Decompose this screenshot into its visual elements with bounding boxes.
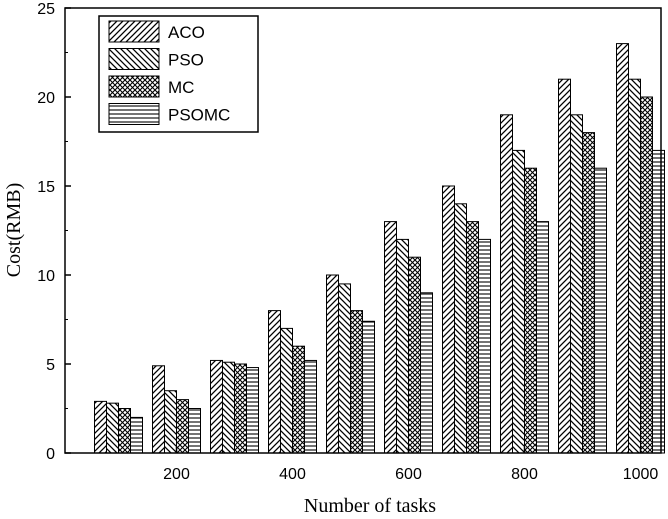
bar-aco-300	[210, 359, 223, 454]
bar-mc-900	[582, 132, 595, 454]
bar-pso-1000	[628, 78, 641, 454]
bar-psomc-700	[478, 238, 491, 454]
bar-aco-700	[442, 185, 455, 454]
bar-mc-100	[118, 408, 131, 454]
y-tick-label: 20	[37, 90, 55, 107]
bar-pso-600	[396, 238, 409, 454]
bar-aco-800	[500, 114, 513, 454]
bar-aco-400	[268, 310, 281, 454]
bar-psomc-500	[362, 320, 375, 454]
bar-mc-700	[466, 221, 479, 454]
legend-label-pso: PSO	[168, 51, 204, 70]
bar-pso-700	[454, 203, 467, 454]
x-tick-label: 400	[279, 466, 306, 483]
bar-psomc-400	[304, 359, 317, 454]
bar-pso-900	[570, 114, 583, 454]
bar-psomc-800	[536, 221, 549, 454]
bar-mc-800	[524, 167, 537, 454]
bar-aco-600	[384, 221, 397, 454]
bar-mc-400	[292, 345, 305, 454]
bar-pso-500	[338, 283, 351, 454]
x-tick-label: 1000	[623, 466, 659, 483]
bar-psomc-200	[188, 408, 201, 454]
bar-aco-200	[152, 365, 165, 454]
x-tick-label: 600	[395, 466, 422, 483]
legend-label-psomc: PSOMC	[168, 106, 230, 125]
bar-mc-500	[350, 310, 363, 454]
bar-pso-400	[280, 327, 293, 454]
bar-pso-300	[222, 361, 235, 454]
y-tick-label: 5	[46, 357, 55, 374]
x-axis-title: Number of tasks	[304, 495, 436, 517]
bar-aco-500	[326, 274, 339, 454]
legend-label-mc: MC	[168, 78, 194, 97]
y-tick-label: 25	[37, 1, 55, 18]
y-axis-title: Cost(RMB)	[3, 183, 25, 277]
legend-swatch-aco	[108, 20, 160, 43]
bar-psomc-1000	[652, 149, 665, 454]
bar-mc-200	[176, 399, 189, 454]
bar-mc-600	[408, 256, 421, 454]
bar-mc-1000	[640, 96, 653, 454]
bar-pso-200	[164, 390, 177, 454]
bar-aco-900	[558, 78, 571, 454]
y-tick-label: 10	[37, 268, 55, 285]
y-tick-label: 15	[37, 179, 55, 196]
x-tick-label: 200	[163, 466, 190, 483]
legend-swatch-mc	[108, 75, 160, 98]
bars-layer	[94, 43, 665, 454]
y-tick-label: 0	[46, 446, 55, 463]
bar-aco-100	[94, 400, 107, 454]
legend-swatch-psomc	[108, 103, 160, 125]
bar-pso-800	[512, 149, 525, 454]
x-tick-label: 800	[511, 466, 538, 483]
bar-psomc-100	[130, 416, 143, 454]
bar-psomc-600	[420, 292, 433, 454]
legend-swatch-pso	[108, 48, 160, 70]
bar-mc-300	[234, 363, 247, 454]
bar-psomc-300	[246, 367, 259, 454]
bar-psomc-900	[594, 167, 607, 454]
y-axis: 0 5 10 15 20 25	[37, 1, 71, 463]
bar-aco-1000	[616, 43, 629, 454]
legend-label-aco: ACO	[168, 23, 205, 42]
bar-pso-100	[106, 402, 119, 454]
x-axis: 200 400 600 800 1000	[118, 447, 659, 483]
